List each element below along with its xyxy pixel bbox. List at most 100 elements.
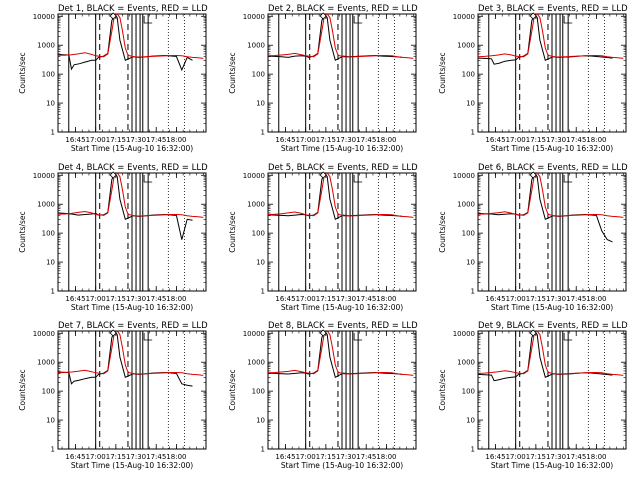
y-tick-label: 10 (466, 259, 475, 267)
x-tick-label: 17:45 (566, 453, 586, 461)
y-axis-label: Counts/sec (438, 211, 447, 252)
x-tick-label: 17:45 (566, 136, 586, 144)
chart-title: Det 3, BLACK = Events, RED = LLD (478, 4, 628, 14)
x-tick-label: 16:45 (65, 136, 85, 144)
x-tick-label: 17:30 (336, 295, 356, 303)
y-tick-label: 10 (256, 100, 265, 108)
y-tick-label: 1 (261, 129, 265, 137)
chart-panel: Det 9, BLACK = Events, RED = LLD 1 10 100 10… (438, 321, 628, 470)
flag-marker (143, 16, 153, 24)
chart-title: Det 8, BLACK = Events, RED = LLD (268, 321, 418, 331)
x-tick-label: 18:00 (586, 295, 606, 303)
x-tick-label: 17:30 (336, 136, 356, 144)
x-tick-label: 17:45 (146, 295, 166, 303)
plot-area (268, 331, 414, 449)
y-axis-label: Counts/sec (228, 52, 237, 93)
plot-area (268, 14, 414, 132)
y-tick-label: 10000 (33, 172, 55, 180)
chart-panel: Det 3, BLACK = Events, RED = LLD 1 10 100 10… (438, 4, 628, 153)
flag-marker (563, 333, 573, 341)
y-axis-label: Counts/sec (438, 369, 447, 410)
x-tick-label: 17:30 (126, 295, 146, 303)
chart-panel: Det 2, BLACK = Events, RED = LLD 1 10 100 10… (228, 4, 418, 153)
series-line-events (268, 173, 403, 221)
chart-title: Det 5, BLACK = Events, RED = LLD (268, 163, 418, 173)
x-tick-label: 17:15 (106, 136, 126, 144)
y-tick-label: 1 (471, 288, 475, 296)
x-tick-label: 17:45 (146, 136, 166, 144)
y-tick-label: 100 (462, 230, 475, 238)
x-tick-label: 16:45 (275, 453, 295, 461)
x-axis-label: Start Time (15-Aug-10 16:32:00) (281, 303, 403, 312)
chart-panel: Det 7, BLACK = Events, RED = LLD 1 10 100 10… (18, 321, 208, 470)
x-tick-label: 17:00 (506, 295, 526, 303)
series-line-lld (268, 14, 414, 59)
x-tick-label: 18:00 (586, 136, 606, 144)
series-line-lld (478, 14, 624, 59)
y-tick-label: 1 (51, 129, 55, 137)
y-tick-label: 100 (252, 230, 265, 238)
y-tick-label: 1 (471, 129, 475, 137)
x-tick-label: 16:45 (65, 453, 85, 461)
y-tick-label: 100 (252, 388, 265, 396)
x-tick-label: 17:30 (546, 453, 566, 461)
flag-marker (563, 16, 573, 24)
y-tick-label: 10000 (33, 330, 55, 338)
x-tick-label: 17:00 (506, 453, 526, 461)
x-tick-label: 17:30 (336, 453, 356, 461)
y-tick-label: 10000 (453, 172, 475, 180)
y-tick-label: 10000 (453, 330, 475, 338)
x-tick-label: 18:00 (586, 453, 606, 461)
y-axis-label: Counts/sec (438, 52, 447, 93)
x-tick-label: 17:00 (296, 136, 316, 144)
y-tick-label: 10000 (243, 13, 265, 21)
series-line-lld (478, 173, 624, 218)
y-tick-label: 10 (466, 417, 475, 425)
peak-diamond-marker (529, 171, 537, 179)
flag-marker (353, 333, 363, 341)
peak-diamond-marker (109, 12, 117, 20)
x-tick-label: 17:15 (316, 295, 336, 303)
x-tick-label: 16:45 (275, 295, 295, 303)
y-tick-label: 100 (462, 388, 475, 396)
y-tick-label: 100 (462, 71, 475, 79)
chart-panel: Det 8, BLACK = Events, RED = LLD 1 10 100 10… (228, 321, 418, 470)
y-tick-label: 10 (46, 417, 55, 425)
x-tick-label: 16:45 (275, 136, 295, 144)
x-axis-label: Start Time (15-Aug-10 16:32:00) (491, 461, 613, 470)
x-tick-label: 17:00 (86, 295, 106, 303)
y-tick-label: 100 (42, 71, 55, 79)
flag-marker (143, 175, 153, 183)
y-tick-label: 1000 (457, 42, 475, 50)
x-tick-label: 18:00 (166, 136, 186, 144)
chart-title: Det 9, BLACK = Events, RED = LLD (478, 321, 628, 331)
series-line-events (268, 331, 403, 379)
peak-diamond-marker (529, 12, 537, 20)
y-tick-label: 10000 (243, 330, 265, 338)
x-tick-label: 17:45 (356, 453, 376, 461)
series-line-lld (478, 331, 624, 376)
x-tick-label: 17:30 (126, 453, 146, 461)
chart-panel: Det 4, BLACK = Events, RED = LLD 1 10 100 10… (18, 163, 208, 312)
y-tick-label: 1 (261, 288, 265, 296)
y-tick-label: 1 (471, 446, 475, 454)
chart-panel: Det 1, BLACK = Events, RED = LLD 1 10 100 10… (18, 4, 208, 153)
x-tick-label: 17:00 (296, 453, 316, 461)
y-tick-label: 1000 (457, 359, 475, 367)
series-line-lld (58, 173, 204, 218)
plot-area (58, 331, 204, 449)
peak-diamond-marker (529, 329, 537, 337)
x-tick-label: 16:45 (65, 295, 85, 303)
x-axis-label: Start Time (15-Aug-10 16:32:00) (491, 303, 613, 312)
flag-marker (143, 333, 153, 341)
y-tick-label: 100 (42, 230, 55, 238)
y-tick-label: 10 (46, 259, 55, 267)
peak-diamond-marker (109, 329, 117, 337)
y-tick-label: 10 (466, 100, 475, 108)
series-line-lld (58, 14, 204, 59)
x-tick-label: 17:15 (316, 136, 336, 144)
chart-panel: Det 5, BLACK = Events, RED = LLD 1 10 100 10… (228, 163, 418, 312)
chart-title: Det 1, BLACK = Events, RED = LLD (58, 4, 208, 14)
x-tick-label: 17:30 (546, 295, 566, 303)
chart-title: Det 7, BLACK = Events, RED = LLD (58, 321, 208, 331)
